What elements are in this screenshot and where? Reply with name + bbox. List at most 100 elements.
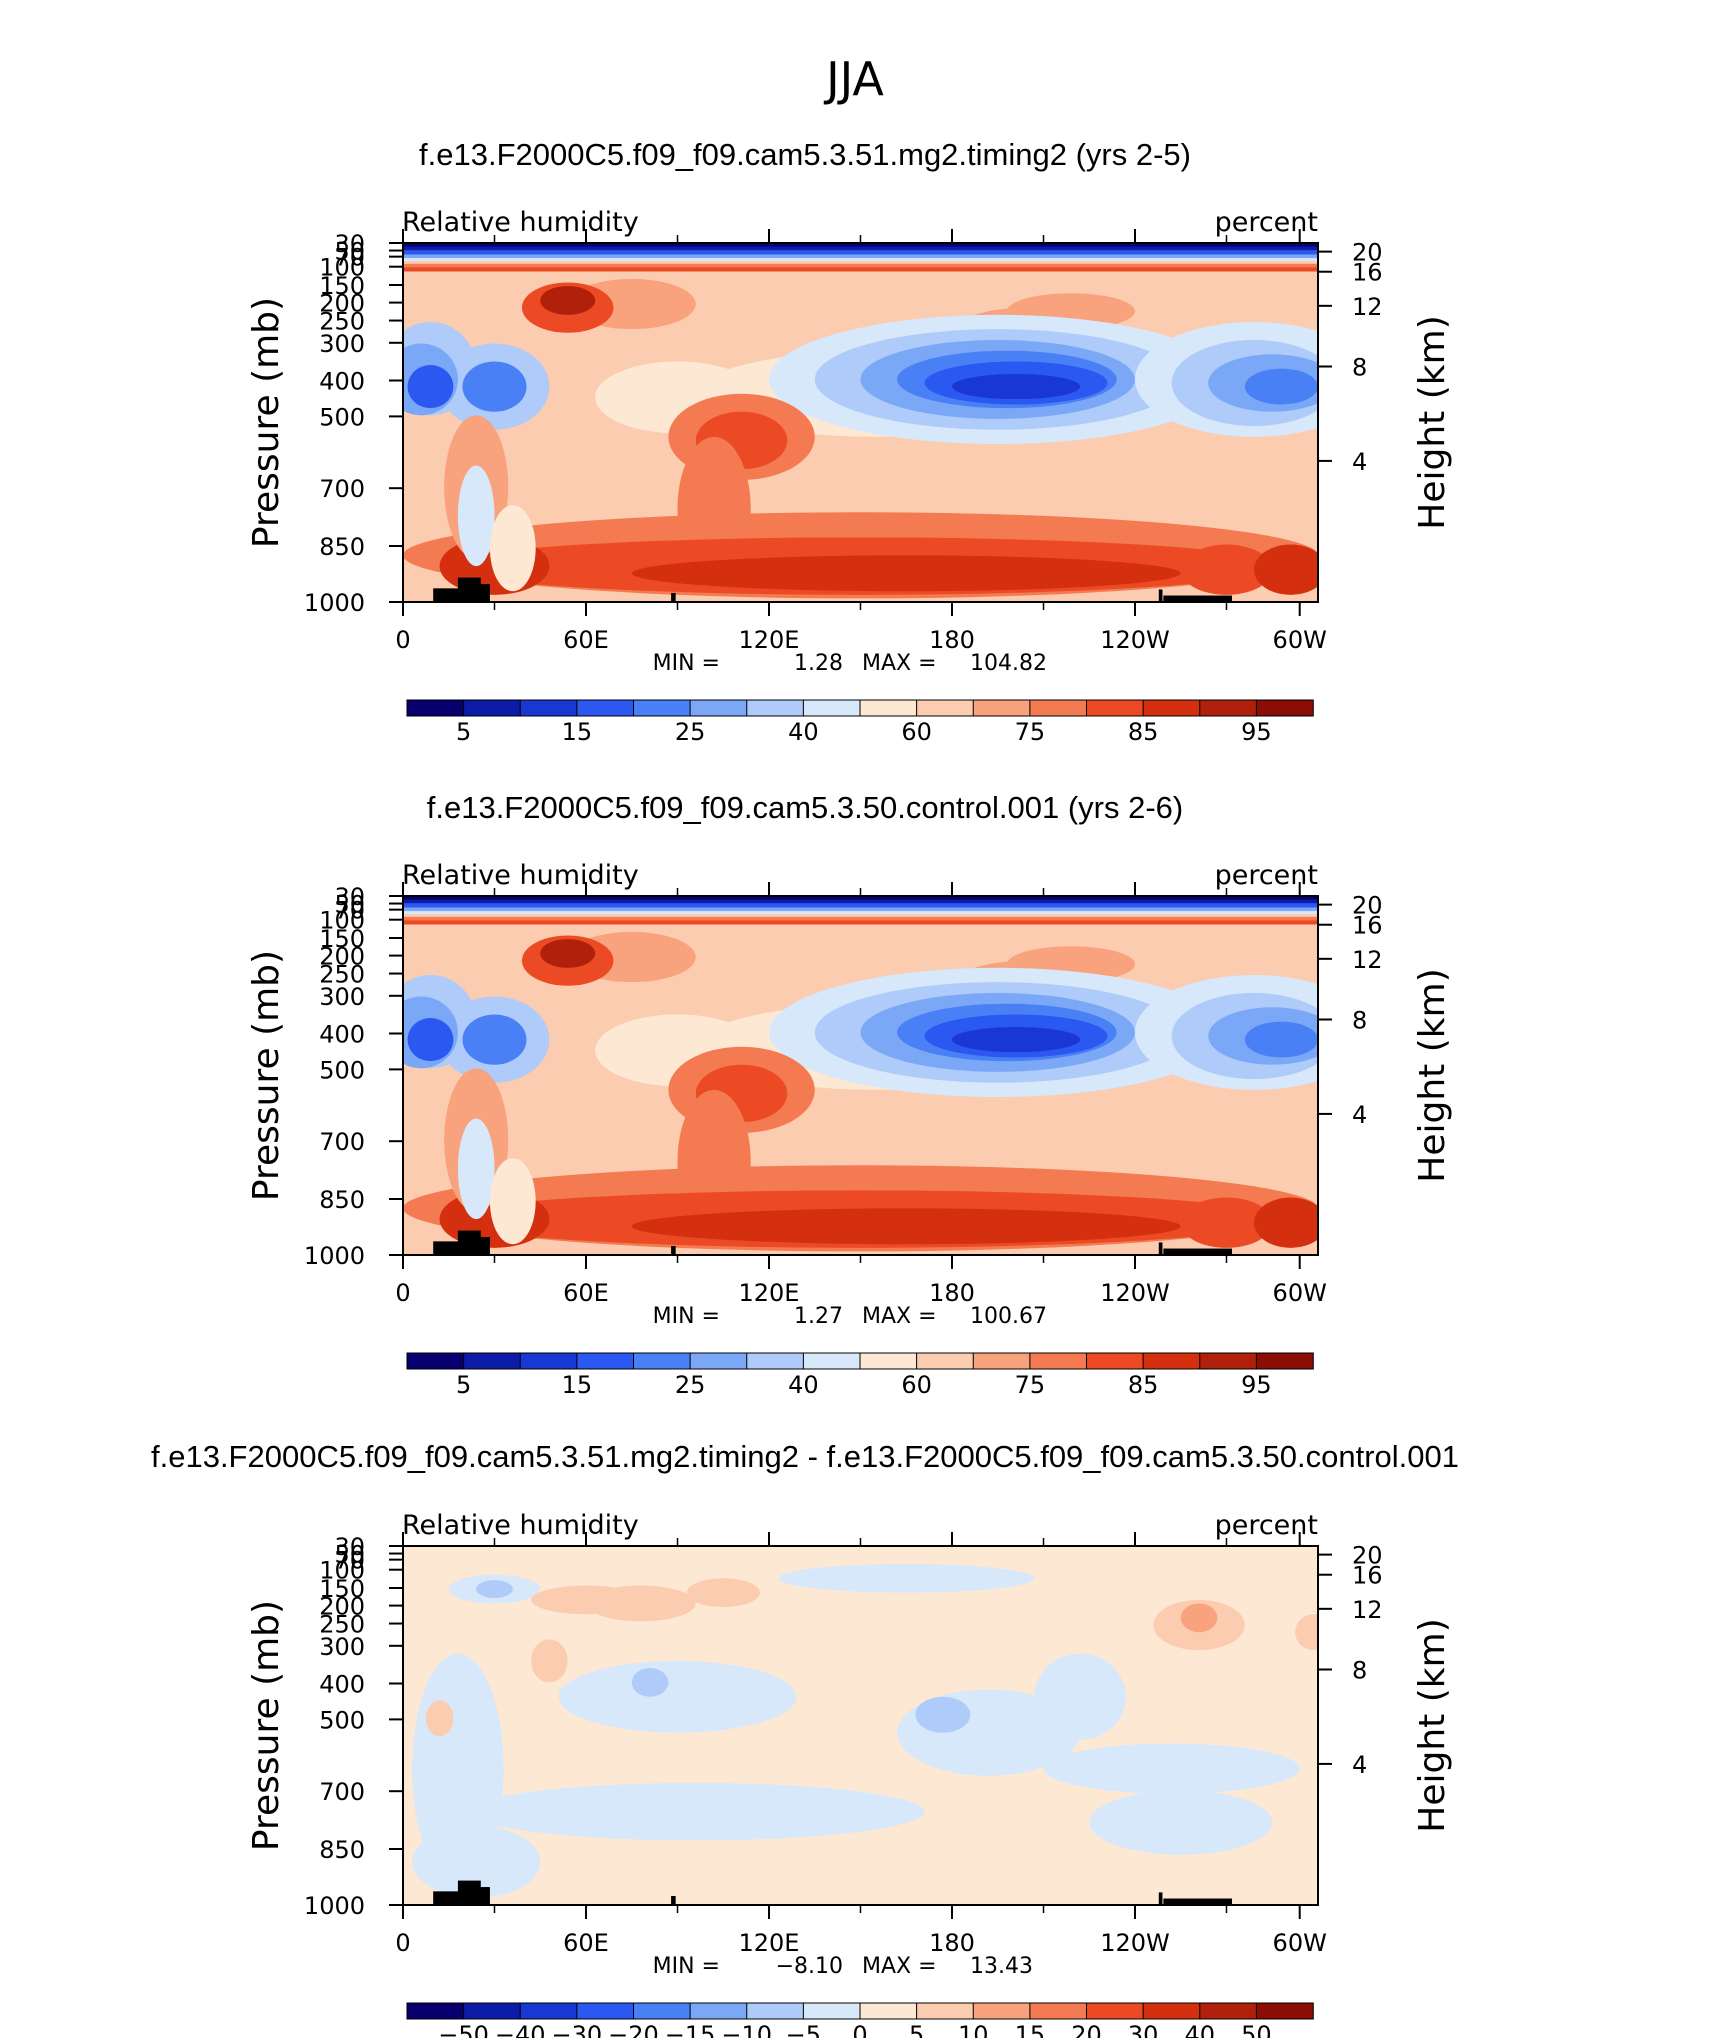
colorbar-box: [633, 1352, 691, 1370]
colorbar-box: [1086, 1352, 1144, 1370]
contour-region: [457, 465, 495, 567]
colorbar-label: 15: [1015, 2021, 1046, 2038]
colorbar-label: 95: [1241, 1371, 1272, 1399]
colorbar-label: −40: [495, 2021, 546, 2038]
stratosphere-band: [403, 263, 1318, 268]
colorbar-label: 20: [1071, 2021, 1102, 2038]
figure-title: JJA: [823, 52, 884, 106]
contour-region: [540, 286, 596, 315]
x-tick-label: 0: [395, 1279, 410, 1307]
x-tick-label: 60W: [1273, 1929, 1327, 1957]
y-right-axis-label: Height (km): [1412, 968, 1453, 1182]
y-right-tick-label: 16: [1352, 1562, 1383, 1590]
topography-mask: [457, 1880, 481, 1905]
max-label: MAX =: [862, 651, 937, 676]
colorbar-box: [972, 1352, 1031, 1370]
y-right-tick-label: 20: [1352, 1542, 1383, 1570]
colorbar-box: [972, 699, 1031, 717]
colorbar-box: [463, 699, 522, 717]
topography-mask: [1163, 595, 1232, 602]
contour-region: [558, 1660, 797, 1733]
x-tick-label: 120W: [1100, 1279, 1170, 1307]
colorbar-label: 60: [901, 1371, 932, 1399]
colorbar-box: [1255, 2002, 1314, 2020]
contour-region: [1295, 1614, 1318, 1651]
topography-mask: [478, 1237, 490, 1255]
colorbar-label: 95: [1241, 718, 1272, 746]
colorbar-box: [802, 2002, 861, 2020]
y-tick-label: 1000: [304, 589, 365, 617]
colorbar-label: 75: [1015, 718, 1046, 746]
colorbar-box: [859, 1352, 918, 1370]
x-tick-label: 120E: [739, 626, 800, 654]
y-tick-label: 70: [334, 897, 365, 925]
contour-region: [952, 374, 1081, 400]
contour-region: [1089, 1790, 1273, 1855]
variable-label: Relative humidity: [402, 860, 639, 891]
x-tick-label: 60W: [1273, 1279, 1327, 1307]
y-tick-label: 30: [334, 230, 365, 258]
colorbar-box: [519, 1352, 578, 1370]
y-tick-label: 400: [319, 1670, 365, 1698]
stratosphere-band: [403, 258, 1318, 262]
colorbar-label: 60: [901, 718, 932, 746]
colorbar-box: [746, 699, 805, 717]
y-axis-label: Pressure (mb): [246, 1600, 287, 1851]
y-tick-label: 50: [334, 891, 365, 919]
colorbar-box: [1142, 2002, 1201, 2020]
min-value: 1.28: [794, 651, 843, 676]
y-right-tick-label: 16: [1352, 259, 1383, 287]
y-tick-label: 1000: [304, 1892, 365, 1920]
contour-region: [1180, 1197, 1273, 1248]
x-tick-label: 60E: [563, 626, 609, 654]
colorbar-box: [1142, 1352, 1201, 1370]
colorbar-box: [633, 2002, 691, 2020]
colorbar-label: 5: [456, 1371, 471, 1399]
colorbar-label: 5: [456, 718, 471, 746]
stratosphere-band: [403, 267, 1318, 272]
colorbar-box: [463, 2002, 522, 2020]
colorbar-box: [802, 1352, 861, 1370]
topography-mask: [671, 1246, 676, 1255]
topography-mask: [1163, 1898, 1232, 1905]
panel-3: f.e13.F2000C5.f09_f09.cam5.3.51.mg2.timi…: [151, 1439, 1459, 2038]
y-tick-label: 1000: [304, 1242, 365, 1270]
colorbar-box: [519, 2002, 578, 2020]
variable-label: Relative humidity: [402, 207, 639, 238]
y-right-tick-label: 8: [1352, 353, 1367, 381]
colorbar-box: [1029, 2002, 1088, 2020]
contour-region: [631, 1668, 669, 1697]
colorbar-box: [1029, 1352, 1088, 1370]
colorbar-label: 15: [562, 1371, 593, 1399]
y-axis-label: Pressure (mb): [246, 297, 287, 548]
contour-region: [915, 1696, 971, 1733]
contour-region: [489, 1158, 536, 1245]
colorbar-label: −15: [665, 2021, 716, 2038]
colorbar-box: [972, 2002, 1031, 2020]
x-tick-label: 60E: [563, 1279, 609, 1307]
x-tick-label: 120W: [1100, 1929, 1170, 1957]
y-right-axis-label: Height (km): [1412, 1618, 1453, 1832]
colorbar-box: [519, 699, 578, 717]
colorbar-box: [1142, 699, 1201, 717]
x-tick-label: 60W: [1273, 626, 1327, 654]
colorbar-box: [746, 2002, 805, 2020]
y-tick-label: 100: [319, 1557, 365, 1585]
max-label: MAX =: [862, 1954, 937, 1979]
colorbar-label: 40: [788, 1371, 819, 1399]
x-tick-label: 180: [929, 1929, 975, 1957]
colorbar-box: [633, 699, 691, 717]
contour-region: [1034, 1653, 1126, 1740]
max-value: 13.43: [970, 1954, 1033, 1979]
y-tick-label: 250: [319, 961, 365, 989]
y-right-tick-label: 8: [1352, 1656, 1367, 1684]
contour-region: [412, 1826, 541, 1898]
y-right-tick-label: 8: [1352, 1006, 1367, 1034]
contour-region: [462, 1014, 527, 1065]
y-tick-label: 500: [319, 403, 365, 431]
stratosphere-band: [403, 920, 1318, 925]
topography-mask: [457, 577, 481, 602]
y-right-tick-label: 12: [1352, 1596, 1383, 1624]
topography-mask: [457, 1230, 481, 1255]
y-tick-label: 500: [319, 1056, 365, 1084]
